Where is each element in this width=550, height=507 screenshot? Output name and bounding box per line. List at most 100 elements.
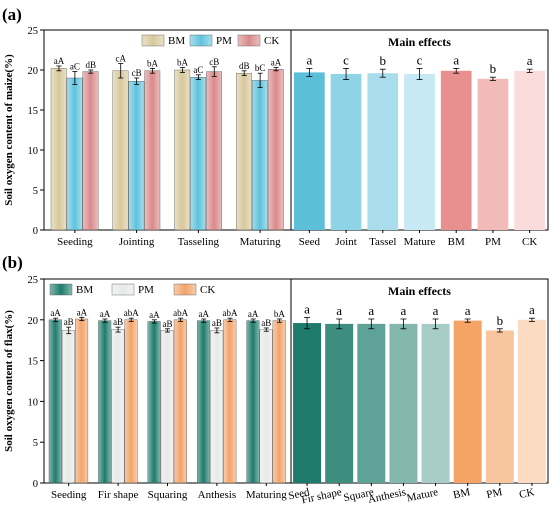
significance-label: a bbox=[433, 303, 439, 318]
significance-label: c bbox=[417, 52, 423, 67]
legend-swatch-bm bbox=[141, 34, 165, 47]
panel-label: (a) bbox=[2, 5, 22, 24]
bar-ck bbox=[272, 320, 286, 484]
category-label: Seeding bbox=[57, 236, 93, 248]
main-effect-bar bbox=[357, 323, 386, 483]
significance-label: aB bbox=[64, 317, 74, 327]
significance-label: cB bbox=[132, 68, 142, 78]
bar-ck bbox=[267, 68, 284, 231]
bar-bm bbox=[196, 320, 211, 484]
bar-pm bbox=[61, 330, 75, 484]
category-label: Seed bbox=[299, 236, 321, 248]
significance-label: aB bbox=[261, 318, 271, 328]
category-label: Mature bbox=[404, 236, 436, 248]
bar-bm bbox=[246, 320, 260, 484]
main-effect-bar bbox=[477, 78, 509, 230]
significance-label: aA bbox=[248, 309, 259, 319]
legend-label: BM bbox=[168, 35, 185, 47]
y-tick-label: 5 bbox=[33, 186, 38, 197]
significance-label: aC bbox=[193, 65, 203, 75]
significance-label: aC bbox=[70, 62, 80, 72]
significance-label: aB bbox=[212, 318, 222, 328]
significance-label: bA bbox=[177, 58, 189, 68]
main-effect-bar bbox=[294, 72, 325, 231]
category-label: PM bbox=[485, 486, 503, 501]
significance-label: abA bbox=[223, 308, 238, 318]
y-axis-label: Soil oxygen content of flax(%) bbox=[3, 310, 15, 452]
main-effect-bar bbox=[514, 70, 545, 230]
main-effects-title: Main effects bbox=[388, 35, 451, 49]
bar-pm bbox=[251, 80, 268, 231]
bar-pm bbox=[160, 330, 174, 484]
bar-pm bbox=[190, 76, 207, 231]
main-effect-bar bbox=[389, 323, 418, 483]
legend-label: PM bbox=[138, 284, 154, 296]
bar-pm bbox=[66, 77, 83, 231]
bar-ck bbox=[75, 318, 89, 484]
main-effect-bar bbox=[453, 320, 482, 483]
y-tick-label: 25 bbox=[28, 275, 39, 286]
significance-label: bA bbox=[147, 58, 159, 68]
significance-label: a bbox=[368, 303, 374, 318]
significance-label: cB bbox=[209, 57, 219, 67]
significance-label: a bbox=[465, 303, 471, 318]
category-label: Anthesis bbox=[198, 489, 237, 501]
significance-label: a bbox=[527, 53, 533, 68]
category-label: PM bbox=[485, 236, 501, 248]
bar-ck bbox=[124, 319, 138, 484]
main-effect-bar bbox=[330, 74, 362, 230]
panel-label: (b) bbox=[2, 253, 23, 272]
significance-label: cA bbox=[115, 54, 126, 64]
category-label: Fir shape bbox=[98, 489, 139, 501]
significance-label: a bbox=[304, 301, 310, 316]
bar-bm bbox=[236, 72, 252, 231]
significance-label: aA bbox=[149, 310, 160, 320]
main-effect-bar bbox=[440, 70, 472, 230]
category-label: Jointing bbox=[119, 236, 155, 248]
category-label: CK bbox=[518, 486, 535, 501]
main-effect-bar bbox=[293, 323, 322, 483]
significance-label: aA bbox=[199, 309, 210, 319]
y-tick-label: 0 bbox=[33, 479, 38, 490]
category-label: Seed bbox=[287, 486, 311, 502]
category-label: Squaring bbox=[148, 489, 188, 501]
y-tick-label: 20 bbox=[28, 316, 39, 327]
legend-swatch-bm bbox=[49, 283, 73, 296]
main-effect-bar bbox=[367, 73, 399, 230]
y-tick-label: 15 bbox=[28, 106, 39, 117]
y-tick-label: 10 bbox=[28, 146, 39, 157]
bar-ck bbox=[82, 71, 99, 231]
category-label: Mature bbox=[406, 486, 440, 504]
y-tick-label: 0 bbox=[33, 226, 38, 237]
main-effect-bar bbox=[485, 330, 514, 483]
significance-label: b bbox=[490, 61, 497, 76]
y-tick-label: 25 bbox=[28, 26, 39, 37]
legend-swatch-pm bbox=[189, 34, 213, 47]
bar-ck bbox=[144, 70, 161, 231]
category-label: Joint bbox=[335, 236, 356, 248]
significance-label: aA bbox=[50, 308, 61, 318]
legend-swatch-pm bbox=[111, 283, 135, 296]
bar-bm bbox=[48, 319, 62, 484]
main-effect-bar bbox=[325, 323, 354, 483]
bar-pm bbox=[259, 329, 273, 484]
bar-ck bbox=[206, 71, 222, 231]
significance-label: a bbox=[453, 52, 459, 67]
legend-label: CK bbox=[200, 284, 215, 296]
legend-label: BM bbox=[76, 284, 93, 296]
y-tick-label: 10 bbox=[28, 397, 39, 408]
legend-swatch-ck bbox=[173, 283, 197, 296]
y-tick-label: 15 bbox=[28, 357, 39, 368]
significance-label: b bbox=[380, 53, 387, 68]
significance-label: a bbox=[336, 303, 342, 318]
category-label: Maturing bbox=[246, 489, 287, 501]
main-effect-bar bbox=[421, 323, 450, 483]
bar-pm bbox=[210, 330, 224, 484]
significance-label: abA bbox=[173, 308, 188, 318]
category-label: Seeding bbox=[51, 489, 87, 501]
significance-label: aA bbox=[54, 56, 65, 66]
significance-label: aA bbox=[100, 309, 111, 319]
category-label: CK bbox=[522, 236, 537, 248]
significance-label: b bbox=[497, 313, 504, 328]
significance-label: a bbox=[401, 303, 407, 318]
